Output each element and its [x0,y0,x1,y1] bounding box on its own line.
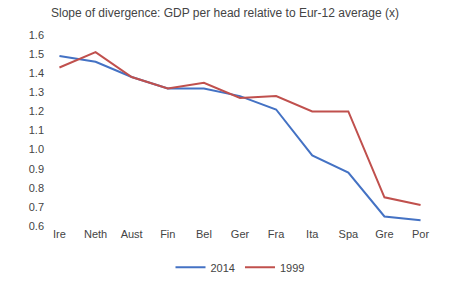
svg-text:Ger: Ger [231,228,250,240]
svg-text:1.4: 1.4 [29,67,44,79]
svg-text:Ita: Ita [306,228,319,240]
svg-text:1.2: 1.2 [29,105,44,117]
svg-text:Neth: Neth [84,228,107,240]
svg-text:Ire: Ire [53,228,66,240]
svg-text:Fra: Fra [268,228,285,240]
svg-text:Aust: Aust [121,228,143,240]
svg-text:0.9: 0.9 [29,163,44,175]
svg-text:1.5: 1.5 [29,48,44,60]
svg-text:0.8: 0.8 [29,182,44,194]
svg-text:Slope of divergence: GDP per h: Slope of divergence: GDP per head relati… [51,6,399,20]
svg-text:0.7: 0.7 [29,201,44,213]
svg-text:1999: 1999 [280,262,304,274]
svg-text:Spa: Spa [339,228,359,240]
svg-text:Fin: Fin [160,228,175,240]
svg-text:1.6: 1.6 [29,29,44,41]
svg-text:0.6: 0.6 [29,220,44,232]
svg-text:1.3: 1.3 [29,86,44,98]
svg-text:Gre: Gre [375,228,393,240]
svg-text:1.1: 1.1 [29,124,44,136]
svg-text:1.0: 1.0 [29,143,44,155]
svg-text:2014: 2014 [211,262,235,274]
svg-text:Por: Por [412,228,429,240]
svg-text:Bel: Bel [196,228,212,240]
